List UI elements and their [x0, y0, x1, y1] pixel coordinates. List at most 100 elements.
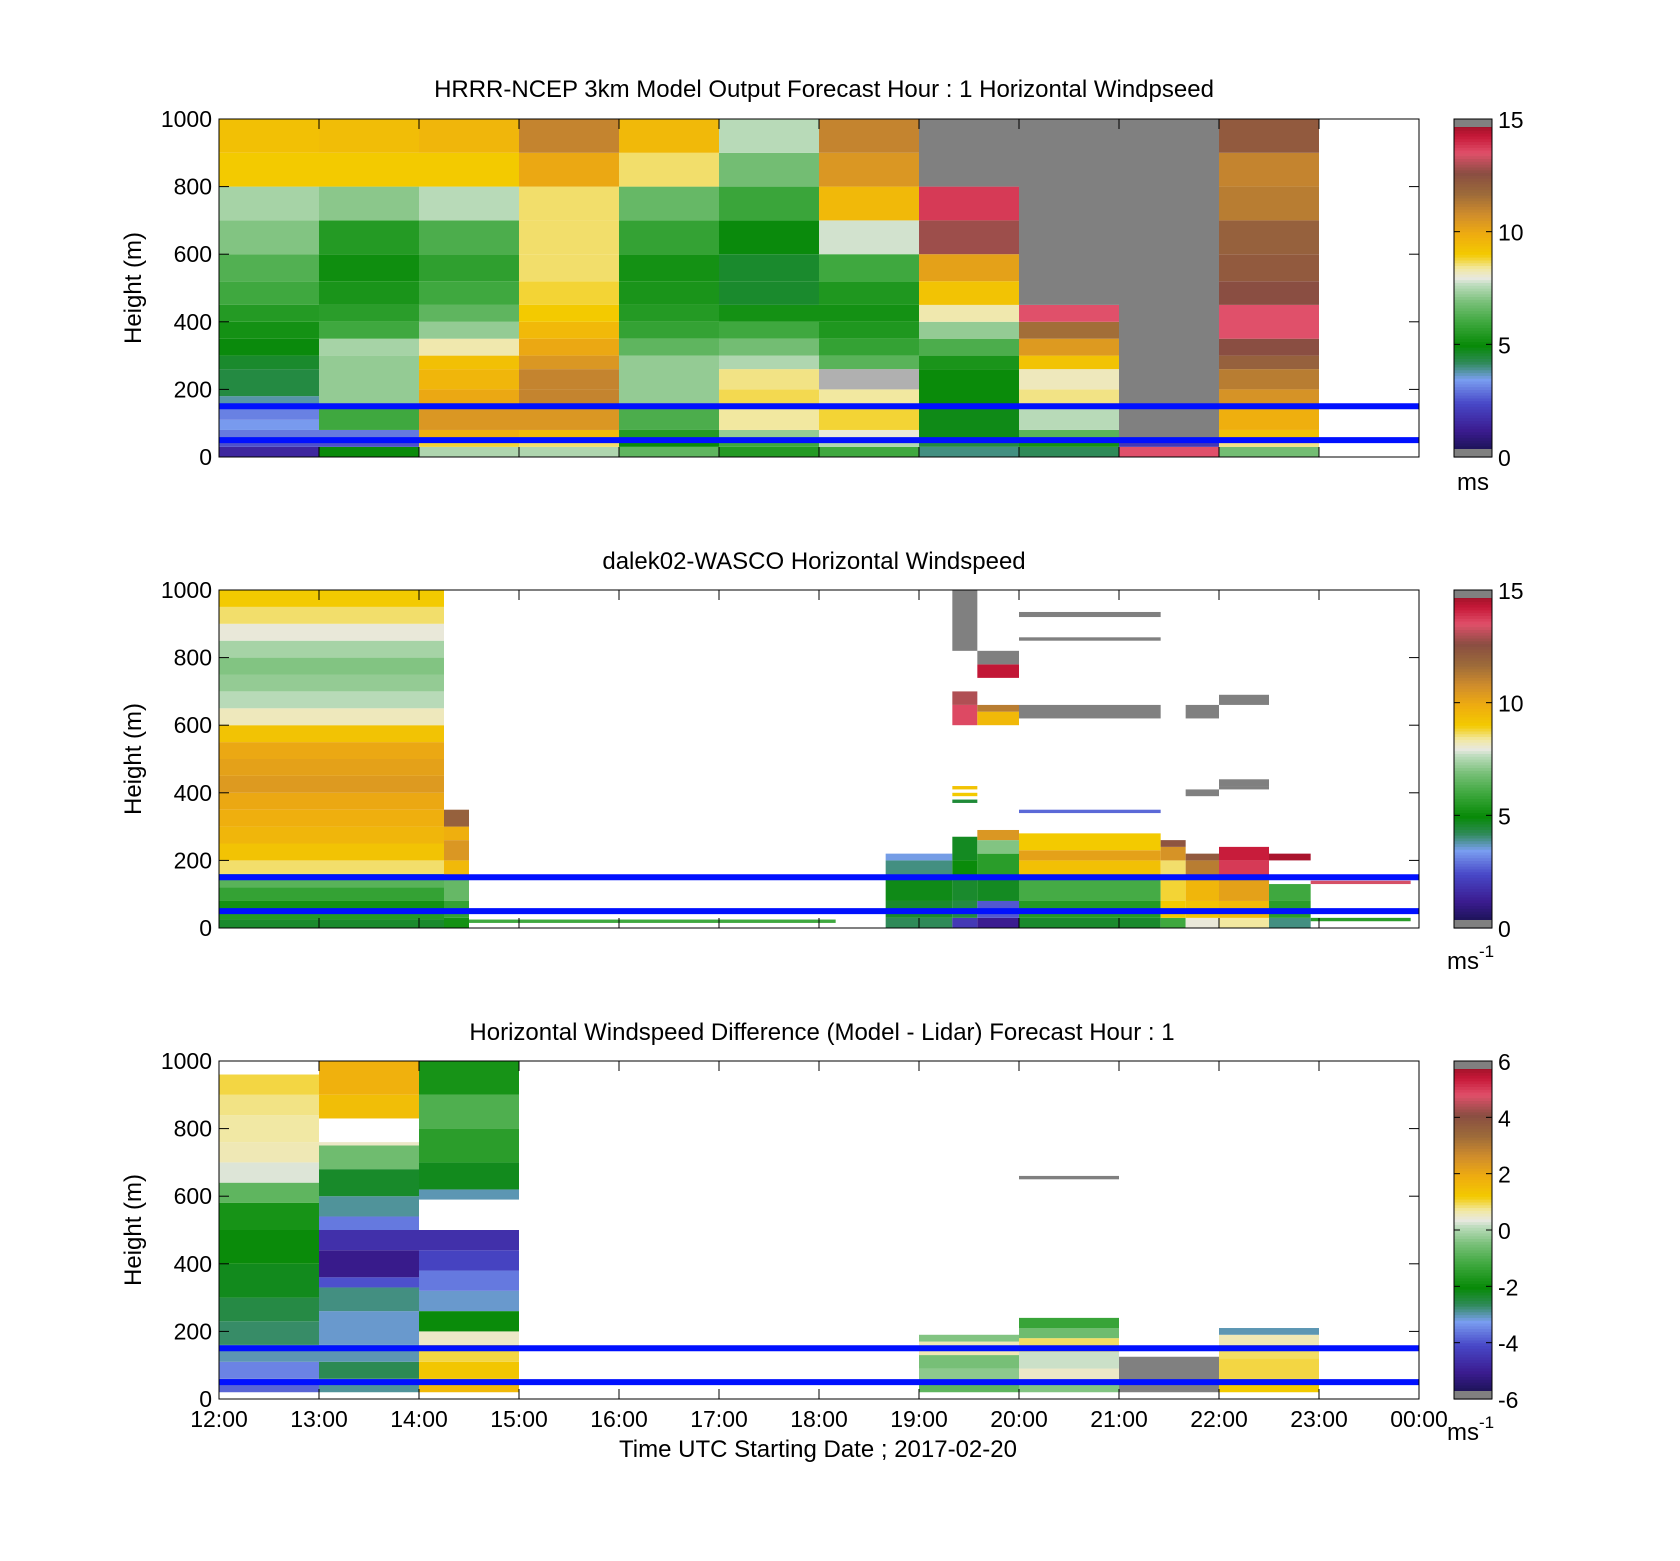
colorbar-segment: [1454, 321, 1492, 326]
heatmap-cell: [219, 623, 444, 641]
heatmap-cell: [819, 254, 919, 282]
heatmap-cell: [1219, 1358, 1319, 1379]
heatmap-cell: [319, 119, 419, 153]
panel-lidar-title: dalek02-WASCO Horizontal Windspeed: [602, 548, 1025, 575]
heatmap-cell: [519, 446, 619, 457]
heatmap-cell: [919, 281, 1019, 305]
colorbar-segment: [1454, 380, 1492, 385]
heatmap-cell: [919, 254, 1019, 282]
heatmap-cell: [1119, 1356, 1219, 1393]
colorbar-segment: [1454, 1283, 1492, 1287]
colorbar-segment: [1454, 237, 1492, 241]
colorbar-segment: [1454, 646, 1492, 650]
colorbar-segment: [1454, 1269, 1492, 1273]
colorbar-segment: [1454, 857, 1492, 861]
colorbar-segment: [1454, 318, 1492, 323]
colorbar-segment: [1454, 854, 1492, 859]
colorbar-segment: [1454, 234, 1492, 238]
colorbar-segment: [1454, 1184, 1492, 1189]
panel-lidar-reference-lines: [219, 874, 1419, 915]
heatmap-cell: [519, 355, 619, 370]
colorbar-segment: [1454, 691, 1492, 695]
colorbar-segment: [1454, 417, 1492, 421]
colorbar-segment: [1454, 1325, 1492, 1330]
colorbar-segment: [1454, 801, 1492, 805]
colorbar-segment: [1454, 1303, 1492, 1307]
colorbar-segment: [1454, 180, 1492, 185]
heatmap-cell: [419, 304, 519, 322]
colorbar-segment: [1454, 442, 1492, 447]
colorbar-segment: [1454, 1210, 1492, 1214]
colorbar-segment: [1454, 815, 1492, 819]
heatmap-cell: [1219, 917, 1269, 928]
heatmap-cell: [619, 338, 719, 356]
colorbar-under-cap: [1454, 1391, 1492, 1399]
colorbar-segment: [1454, 406, 1492, 410]
colorbar-segment: [1454, 302, 1492, 306]
heatmap-cell: [1219, 786, 1269, 790]
colorbar-segment: [1454, 1387, 1492, 1392]
heatmap-cell: [919, 119, 1019, 187]
colorbar-segment: [1454, 228, 1492, 233]
colorbar-segment: [1454, 1148, 1492, 1152]
heatmap-cell: [419, 1128, 519, 1163]
colorbar-segment: [1454, 1337, 1492, 1341]
heatmap-cell: [1019, 1382, 1119, 1393]
colorbar-segment: [1454, 905, 1492, 909]
colorbar-segment: [1454, 773, 1492, 777]
colorbar-segment: [1454, 1359, 1492, 1363]
heatmap-cell: [1019, 704, 1161, 719]
colorbar-segment: [1454, 1151, 1492, 1155]
heatmap-cell: [219, 1297, 319, 1322]
colorbar-tick-label: 5: [1498, 332, 1511, 358]
heatmap-cell: [1219, 389, 1319, 407]
heatmap-cell: [1185, 853, 1219, 861]
colorbar-segment: [1454, 1342, 1492, 1347]
heatmap-cell: [819, 338, 919, 356]
colorbar-segment: [1454, 338, 1492, 343]
colorbar-segment: [1454, 172, 1492, 176]
colorbar-segment: [1454, 161, 1492, 165]
colorbar-segment: [1454, 358, 1492, 362]
heatmap-cell: [519, 321, 619, 339]
heatmap-cell: [919, 1382, 1019, 1393]
heatmap-cell: [319, 1250, 419, 1278]
heatmap-cell: [719, 220, 819, 255]
heatmap-cell: [1219, 304, 1319, 339]
heatmap-cell: [219, 843, 444, 861]
heatmap-cell: [1019, 389, 1119, 407]
colorbar-segment: [1454, 310, 1492, 314]
panel-lidar-heatmap: [219, 590, 1411, 928]
heatmap-cell: [419, 1250, 519, 1271]
colorbar-segment: [1454, 795, 1492, 800]
y-tick-label: 200: [174, 847, 212, 873]
colorbar-segment: [1454, 189, 1492, 193]
colorbar-segment: [1454, 775, 1492, 780]
colorbar-segment: [1454, 722, 1492, 726]
colorbar-segment: [1454, 183, 1492, 188]
colorbar-segment: [1454, 400, 1492, 405]
heatmap-cell: [319, 1277, 419, 1288]
colorbar-segment: [1454, 1235, 1492, 1240]
heatmap-cell: [319, 1169, 419, 1197]
heatmap-cell: [319, 1196, 419, 1217]
colorbar-segment: [1454, 843, 1492, 847]
heatmap-cell: [219, 725, 444, 743]
panel-difference-y-ticks: 0 200 400 600 800 1000: [161, 1048, 1419, 1412]
colorbar-segment: [1454, 784, 1492, 788]
heatmap-cell: [219, 900, 444, 912]
heatmap-cell: [419, 254, 519, 282]
heatmap-cell: [319, 254, 419, 282]
y-tick-label: 200: [174, 376, 212, 402]
colorbar-segment: [1454, 440, 1492, 444]
colorbar-segment: [1454, 152, 1492, 157]
colorbar-tick-label: 4: [1498, 1105, 1511, 1131]
heatmap-cell: [977, 664, 1019, 678]
heatmap-cell: [885, 877, 953, 901]
heatmap-cell: [219, 321, 319, 339]
colorbar-segment: [1454, 1207, 1492, 1211]
heatmap-cell: [952, 799, 978, 803]
heatmap-cell: [1019, 833, 1161, 851]
colorbar-segment: [1454, 635, 1492, 639]
colorbar-segment: [1454, 818, 1492, 822]
